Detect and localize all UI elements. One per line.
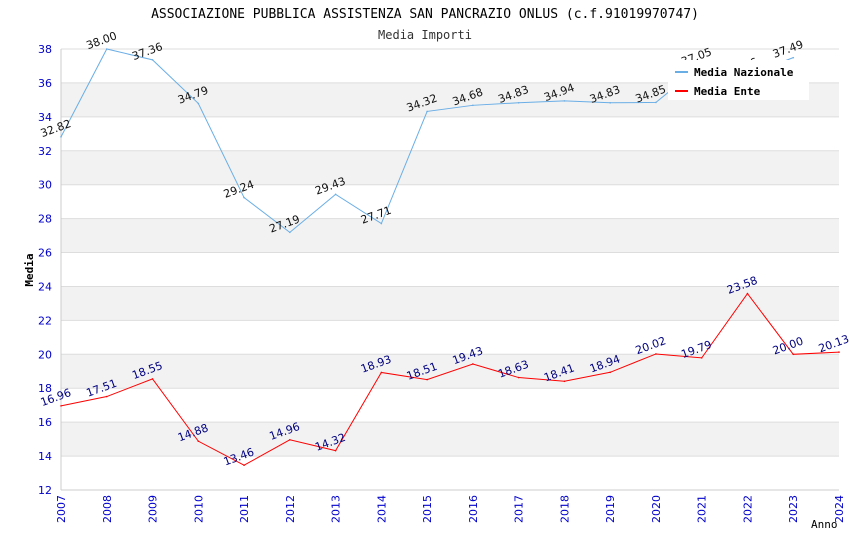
data-point <box>792 56 795 59</box>
chart-subtitle: Media Importi <box>378 28 472 42</box>
data-point <box>289 438 291 441</box>
data-point <box>838 351 840 353</box>
x-axis-ticks: 2007 2008 2009 2010 2011 2012 2013 2014 2015 2016… <box>55 495 846 523</box>
data-point <box>380 371 383 374</box>
data-point <box>563 100 566 102</box>
x-tick-label: 2022 <box>741 495 754 523</box>
x-tick-label: 2024 <box>833 495 846 523</box>
y-tick-label: 14 <box>38 450 52 463</box>
data-point <box>609 371 611 374</box>
x-tick-label: 2021 <box>696 495 709 523</box>
data-point <box>334 193 337 196</box>
data-point <box>563 380 566 383</box>
data-point <box>105 395 108 398</box>
data-point <box>151 378 154 380</box>
series-line <box>60 292 840 466</box>
data-point <box>700 357 703 359</box>
data-point <box>609 101 611 104</box>
data-point <box>60 136 62 138</box>
y-axis-title: Media <box>23 253 36 286</box>
y-tick-label: 24 <box>38 280 52 293</box>
y-tick-label: 16 <box>38 416 52 429</box>
grid-band <box>61 184 839 219</box>
x-tick-label: 2012 <box>284 495 297 523</box>
grid-band <box>61 388 839 423</box>
y-tick-label: 18 <box>38 382 52 395</box>
grid-band <box>61 116 839 151</box>
x-tick-label: 2019 <box>604 495 617 523</box>
y-tick-label: 20 <box>38 348 52 361</box>
legend-entry: Media Ente <box>694 85 761 98</box>
x-tick-label: 2013 <box>330 495 343 523</box>
data-point <box>151 59 154 61</box>
y-tick-label: 36 <box>38 77 52 90</box>
grid-band <box>61 320 839 355</box>
data-point <box>197 102 200 105</box>
data-point <box>655 353 657 355</box>
x-tick-label: 2015 <box>421 495 434 523</box>
y-tick-label: 26 <box>38 247 52 260</box>
y-tick-label: 38 <box>38 43 52 56</box>
grid-band <box>61 422 839 457</box>
data-point <box>472 363 474 365</box>
data-point <box>334 449 337 452</box>
chart-title: ASSOCIAZIONE PUBBLICA ASSISTENZA SAN PAN… <box>151 7 699 22</box>
x-tick-label: 2020 <box>650 495 663 523</box>
grid-bands <box>60 48 839 491</box>
y-tick-label: 28 <box>38 213 52 226</box>
x-tick-label: 2011 <box>238 495 251 523</box>
data-point <box>60 405 62 407</box>
data-point <box>472 104 474 107</box>
data-point <box>517 376 520 379</box>
data-point <box>426 110 428 113</box>
y-tick-label: 34 <box>38 111 52 124</box>
x-axis-title: Anno <box>811 518 838 531</box>
legend-box <box>668 60 809 100</box>
data-point <box>243 464 245 467</box>
data-point <box>655 101 657 104</box>
data-point <box>243 196 245 199</box>
legend: Media Nazionale Media Ente <box>668 60 809 100</box>
grid-band <box>61 286 839 321</box>
y-tick-label: 12 <box>38 484 52 497</box>
y-axis-ticks: 12 14 16 18 20 22 24 26 28 30 32 34 36 38 <box>38 43 52 497</box>
y-tick-label: 32 <box>38 145 52 158</box>
grid-band <box>61 218 839 253</box>
grid-band <box>61 150 839 185</box>
grid-band <box>61 252 839 287</box>
x-tick-label: 2009 <box>147 495 160 523</box>
x-tick-label: 2017 <box>513 495 526 523</box>
data-point <box>426 378 428 381</box>
legend-entry: Media Nazionale <box>694 66 794 79</box>
data-point <box>746 292 749 295</box>
y-tick-label: 30 <box>38 179 52 192</box>
x-tick-label: 2018 <box>558 495 571 523</box>
data-point <box>197 440 200 442</box>
x-tick-label: 2010 <box>192 495 205 523</box>
x-tick-label: 2023 <box>787 495 800 523</box>
x-tick-label: 2014 <box>375 495 388 523</box>
data-point <box>289 231 291 234</box>
data-point <box>517 101 520 104</box>
data-point <box>380 222 383 225</box>
x-tick-label: 2016 <box>467 495 480 523</box>
x-tick-label: 2008 <box>101 495 114 523</box>
data-point <box>792 353 795 356</box>
data-point <box>105 48 108 50</box>
y-tick-label: 22 <box>38 314 52 327</box>
x-tick-label: 2007 <box>55 495 68 523</box>
grid-band <box>61 456 839 490</box>
